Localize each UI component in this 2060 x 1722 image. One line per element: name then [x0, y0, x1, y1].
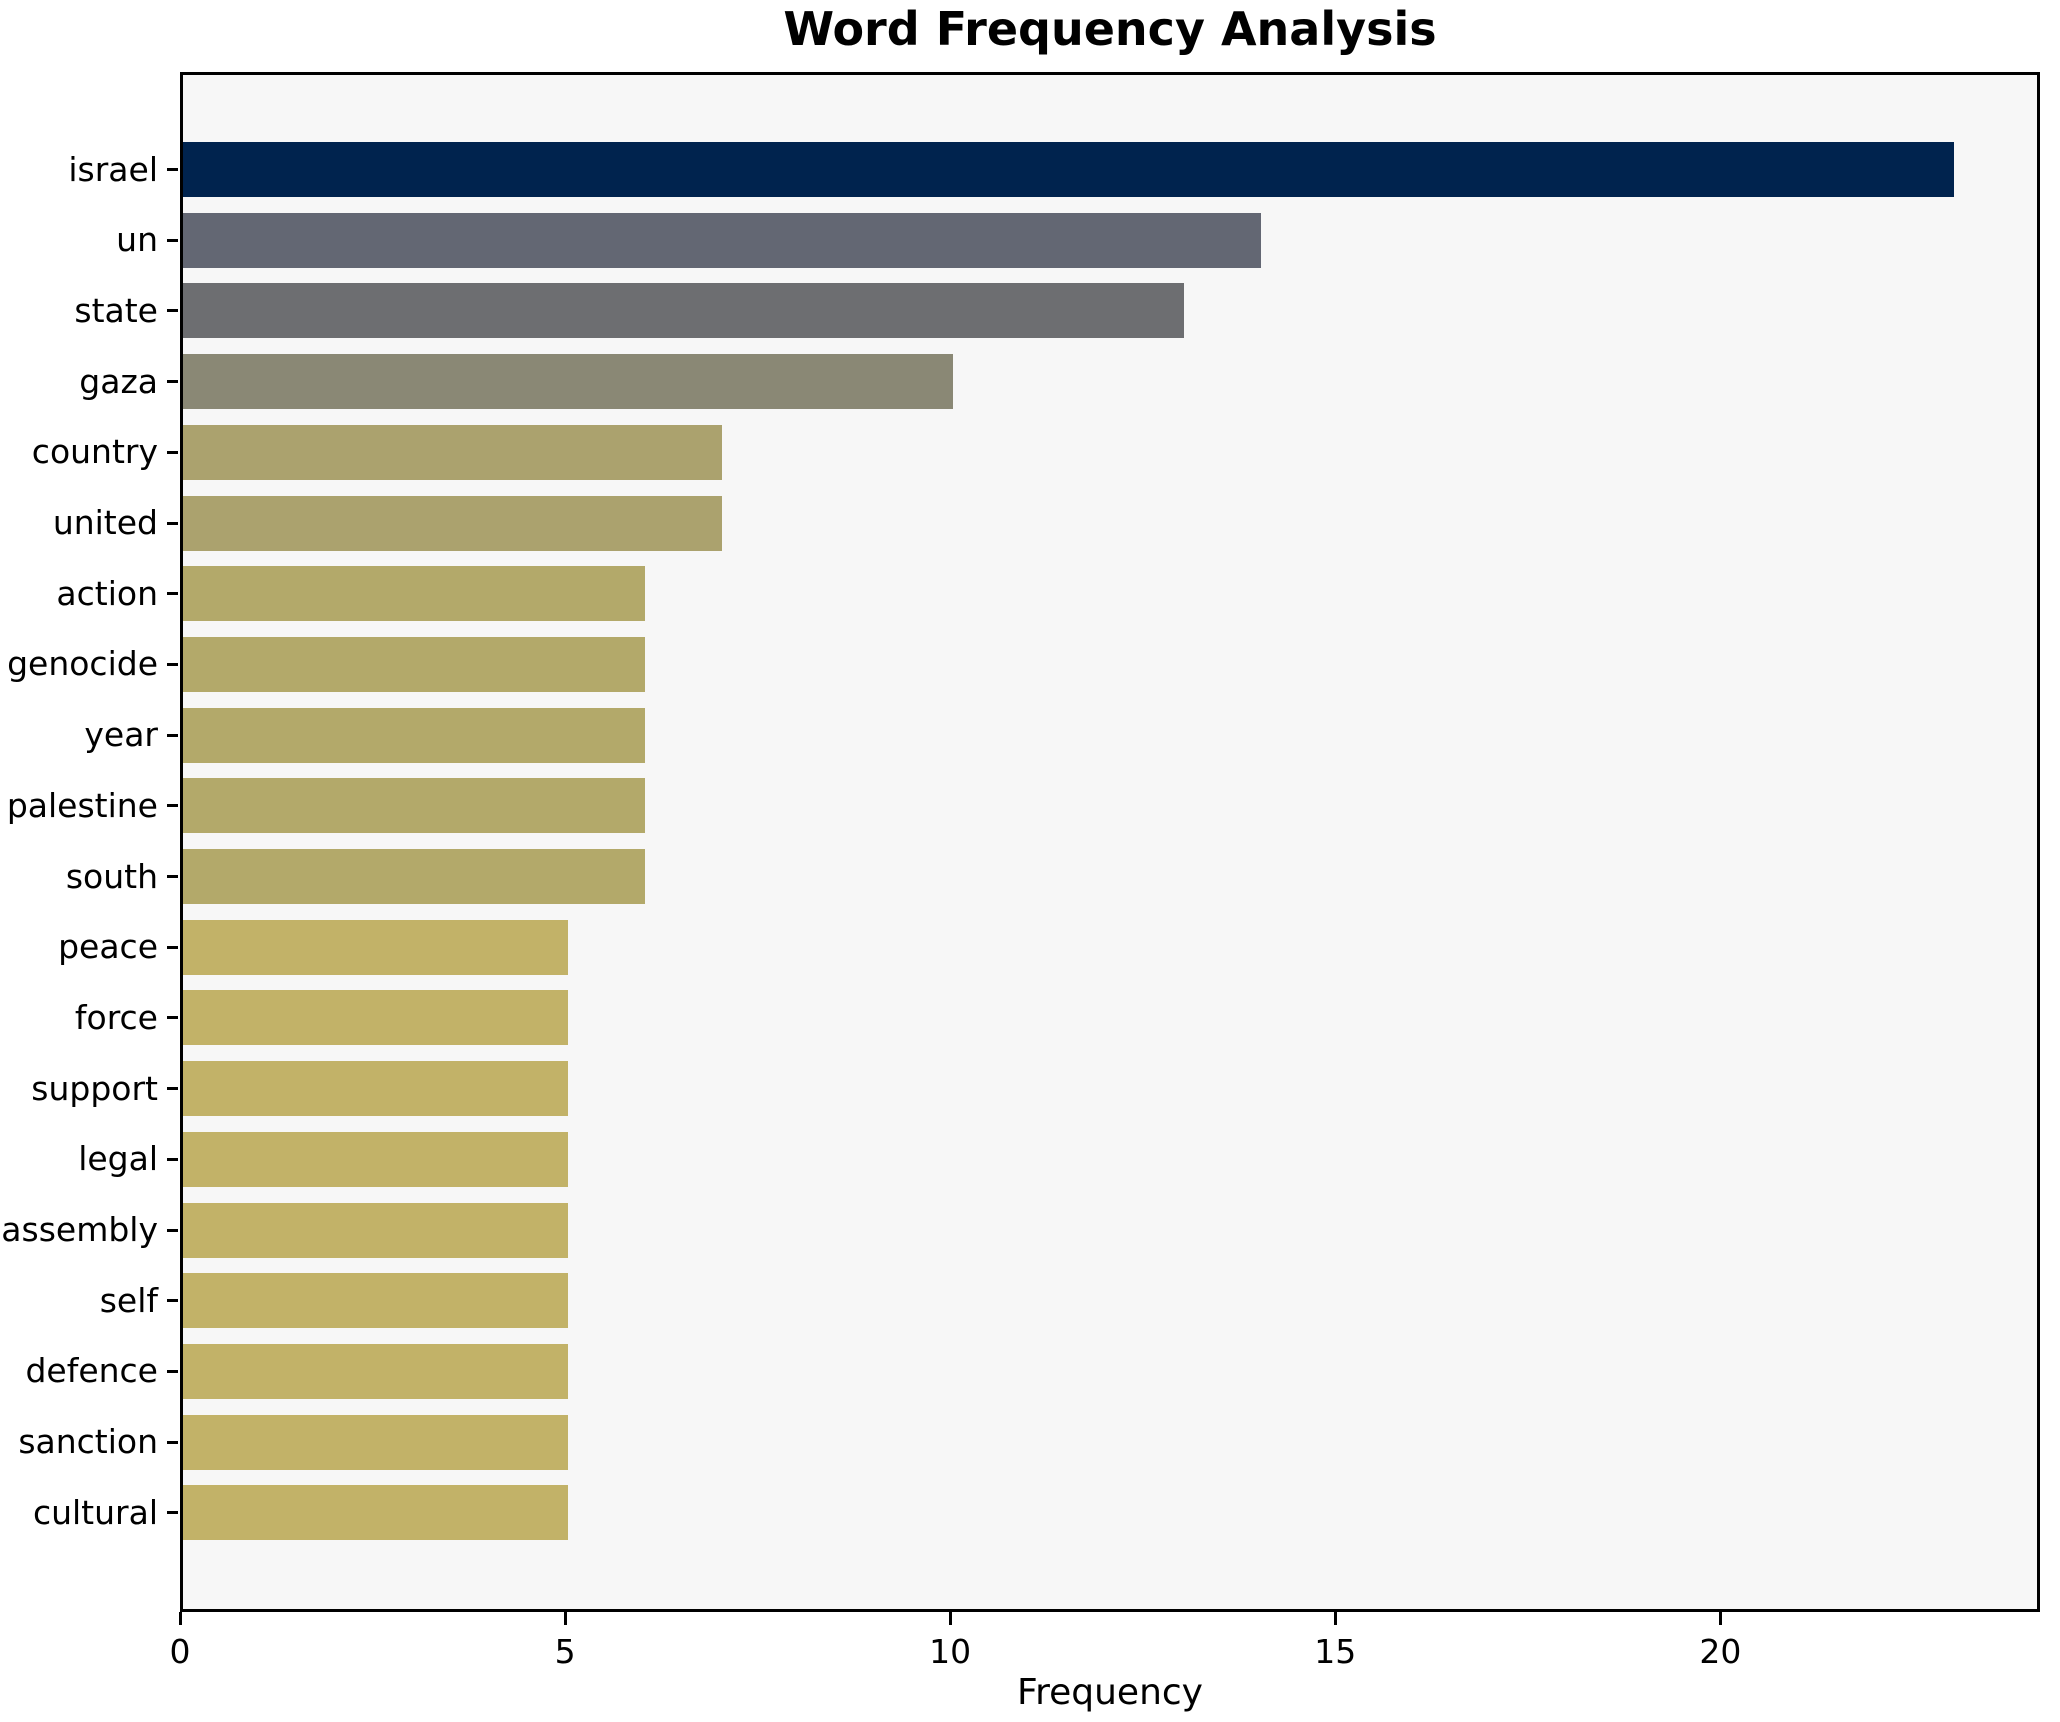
bar-support [183, 1061, 569, 1117]
y-tick-mark [167, 1299, 178, 1303]
bar-cultural [183, 1485, 569, 1541]
y-tick-label-genocide: genocide [7, 644, 158, 684]
plot-area [180, 72, 2040, 1612]
y-tick-label-gaza: gaza [79, 361, 158, 401]
bar-un [183, 212, 1262, 268]
y-tick-label-support: support [31, 1068, 158, 1108]
y-tick-label-palestine: palestine [6, 785, 158, 825]
y-tick-mark [167, 1228, 178, 1232]
y-tick-mark [167, 733, 178, 737]
y-tick-label-assembly: assembly [1, 1210, 158, 1249]
y-tick-mark [167, 380, 178, 384]
y-tick-label-sanction: sanction [18, 1422, 158, 1462]
y-tick-mark [167, 1087, 178, 1091]
x-tick-mark [948, 1612, 952, 1625]
bar-genocide [183, 636, 646, 692]
x-tick-label: 20 [1699, 1632, 1742, 1671]
bar-assembly [183, 1202, 569, 1258]
x-tick-mark [178, 1612, 182, 1625]
y-tick-mark [167, 168, 178, 171]
chart-title: Word Frequency Analysis [783, 2, 1437, 56]
y-tick-label-defence: defence [25, 1351, 158, 1391]
bar-gaza [183, 354, 954, 410]
x-tick-label: 5 [554, 1632, 576, 1671]
y-tick-mark [167, 1369, 178, 1373]
y-tick-mark [167, 1157, 178, 1161]
x-tick-label: 10 [929, 1632, 972, 1671]
y-tick-label-israel: israel [68, 149, 158, 189]
y-tick-label-south: south [65, 856, 158, 896]
y-tick-label-force: force [74, 997, 158, 1037]
y-tick-label-action: action [56, 573, 158, 613]
x-tick-mark [1333, 1612, 1337, 1625]
y-tick-mark [167, 592, 178, 596]
bar-united [183, 495, 723, 551]
y-tick-mark [167, 1511, 178, 1515]
bar-peace [183, 919, 569, 975]
x-tick-label: 0 [169, 1632, 191, 1671]
x-tick-label: 15 [1314, 1632, 1357, 1671]
y-tick-mark [167, 1016, 178, 1020]
y-tick-label-un: un [116, 220, 158, 260]
x-tick-mark [563, 1612, 567, 1625]
bar-year [183, 707, 646, 763]
x-axis-label: Frequency [1017, 1672, 1203, 1713]
y-tick-mark [167, 804, 178, 808]
y-tick-label-year: year [84, 715, 158, 755]
bar-action [183, 566, 646, 622]
bar-legal [183, 1131, 569, 1187]
bar-palestine [183, 778, 646, 834]
y-tick-mark [167, 662, 178, 666]
bar-country [183, 424, 723, 480]
y-tick-label-country: country [31, 432, 158, 472]
y-tick-mark [167, 521, 178, 525]
bar-south [183, 849, 646, 904]
y-tick-mark [167, 309, 178, 313]
y-tick-label-cultural: cultural [32, 1492, 158, 1532]
bar-force [183, 990, 569, 1046]
bar-state [183, 283, 1185, 339]
x-tick-mark [1718, 1612, 1722, 1625]
bar-sanction [183, 1414, 569, 1470]
y-tick-mark [167, 450, 178, 454]
y-tick-label-state: state [74, 290, 158, 330]
y-tick-label-peace: peace [58, 927, 158, 967]
y-tick-mark [167, 875, 178, 878]
bar-self [183, 1273, 569, 1329]
y-tick-label-self: self [99, 1280, 158, 1320]
y-tick-label-legal: legal [78, 1139, 158, 1179]
bar-defence [183, 1343, 569, 1399]
y-tick-mark [167, 1440, 178, 1444]
y-tick-label-united: united [52, 503, 158, 542]
bar-israel [183, 142, 1955, 197]
y-tick-mark [167, 945, 178, 949]
y-tick-mark [167, 238, 178, 242]
